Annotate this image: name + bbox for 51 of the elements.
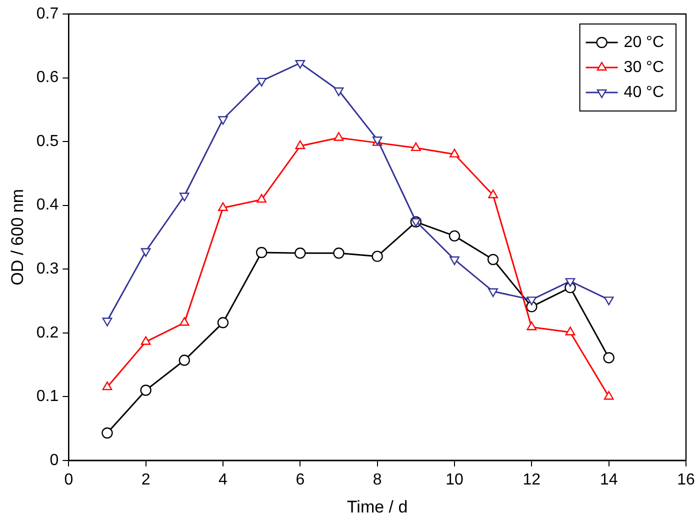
point xyxy=(604,391,614,400)
point xyxy=(487,254,499,266)
x-tick-label: 10 xyxy=(446,471,464,488)
point xyxy=(140,384,152,396)
point xyxy=(140,248,151,257)
y-axis-title: OD / 600 nm xyxy=(8,189,27,286)
point xyxy=(218,116,228,125)
point xyxy=(450,256,460,266)
point xyxy=(334,87,344,96)
point xyxy=(178,354,190,366)
point xyxy=(140,336,151,345)
point xyxy=(295,60,306,69)
x-tick-label: 4 xyxy=(218,471,228,488)
x-tick-label: 12 xyxy=(522,471,541,488)
point xyxy=(179,192,190,202)
point xyxy=(526,322,537,330)
point xyxy=(102,427,113,439)
y-tick-label: 0.4 xyxy=(36,196,59,214)
point xyxy=(488,288,498,298)
y-tick-label: 0.2 xyxy=(36,324,59,342)
y-tick-label: 0.1 xyxy=(36,388,59,406)
point xyxy=(603,352,614,364)
x-axis-title: Time / d xyxy=(346,497,408,516)
x-tick-label: 14 xyxy=(600,471,618,488)
legend-label: 20 °C xyxy=(624,34,664,51)
point xyxy=(256,246,268,258)
point xyxy=(372,250,383,262)
point xyxy=(565,326,576,336)
y-tick-label: 0 xyxy=(50,452,59,469)
point xyxy=(179,317,190,326)
point xyxy=(217,317,229,328)
y-tick-label: 0.7 xyxy=(36,5,59,22)
point xyxy=(565,278,576,287)
x-tick-label: 2 xyxy=(141,471,150,488)
point xyxy=(448,230,460,242)
point xyxy=(102,318,112,326)
x-tick-label: 16 xyxy=(677,471,695,488)
legend-label: 40 °C xyxy=(624,84,664,101)
legend-label: 30 °C xyxy=(624,58,664,76)
point xyxy=(526,296,537,306)
y-tick-label: 0.5 xyxy=(36,132,59,150)
y-tick-label: 0.6 xyxy=(36,69,59,86)
x-tick-label: 0 xyxy=(64,471,74,488)
x-tick-label: 6 xyxy=(296,471,305,488)
point xyxy=(604,296,614,306)
point xyxy=(333,248,344,259)
y-tick-label: 0.3 xyxy=(36,260,59,278)
x-tick-label: 8 xyxy=(372,471,382,488)
point xyxy=(102,381,112,390)
point xyxy=(256,78,266,87)
point xyxy=(294,248,306,259)
